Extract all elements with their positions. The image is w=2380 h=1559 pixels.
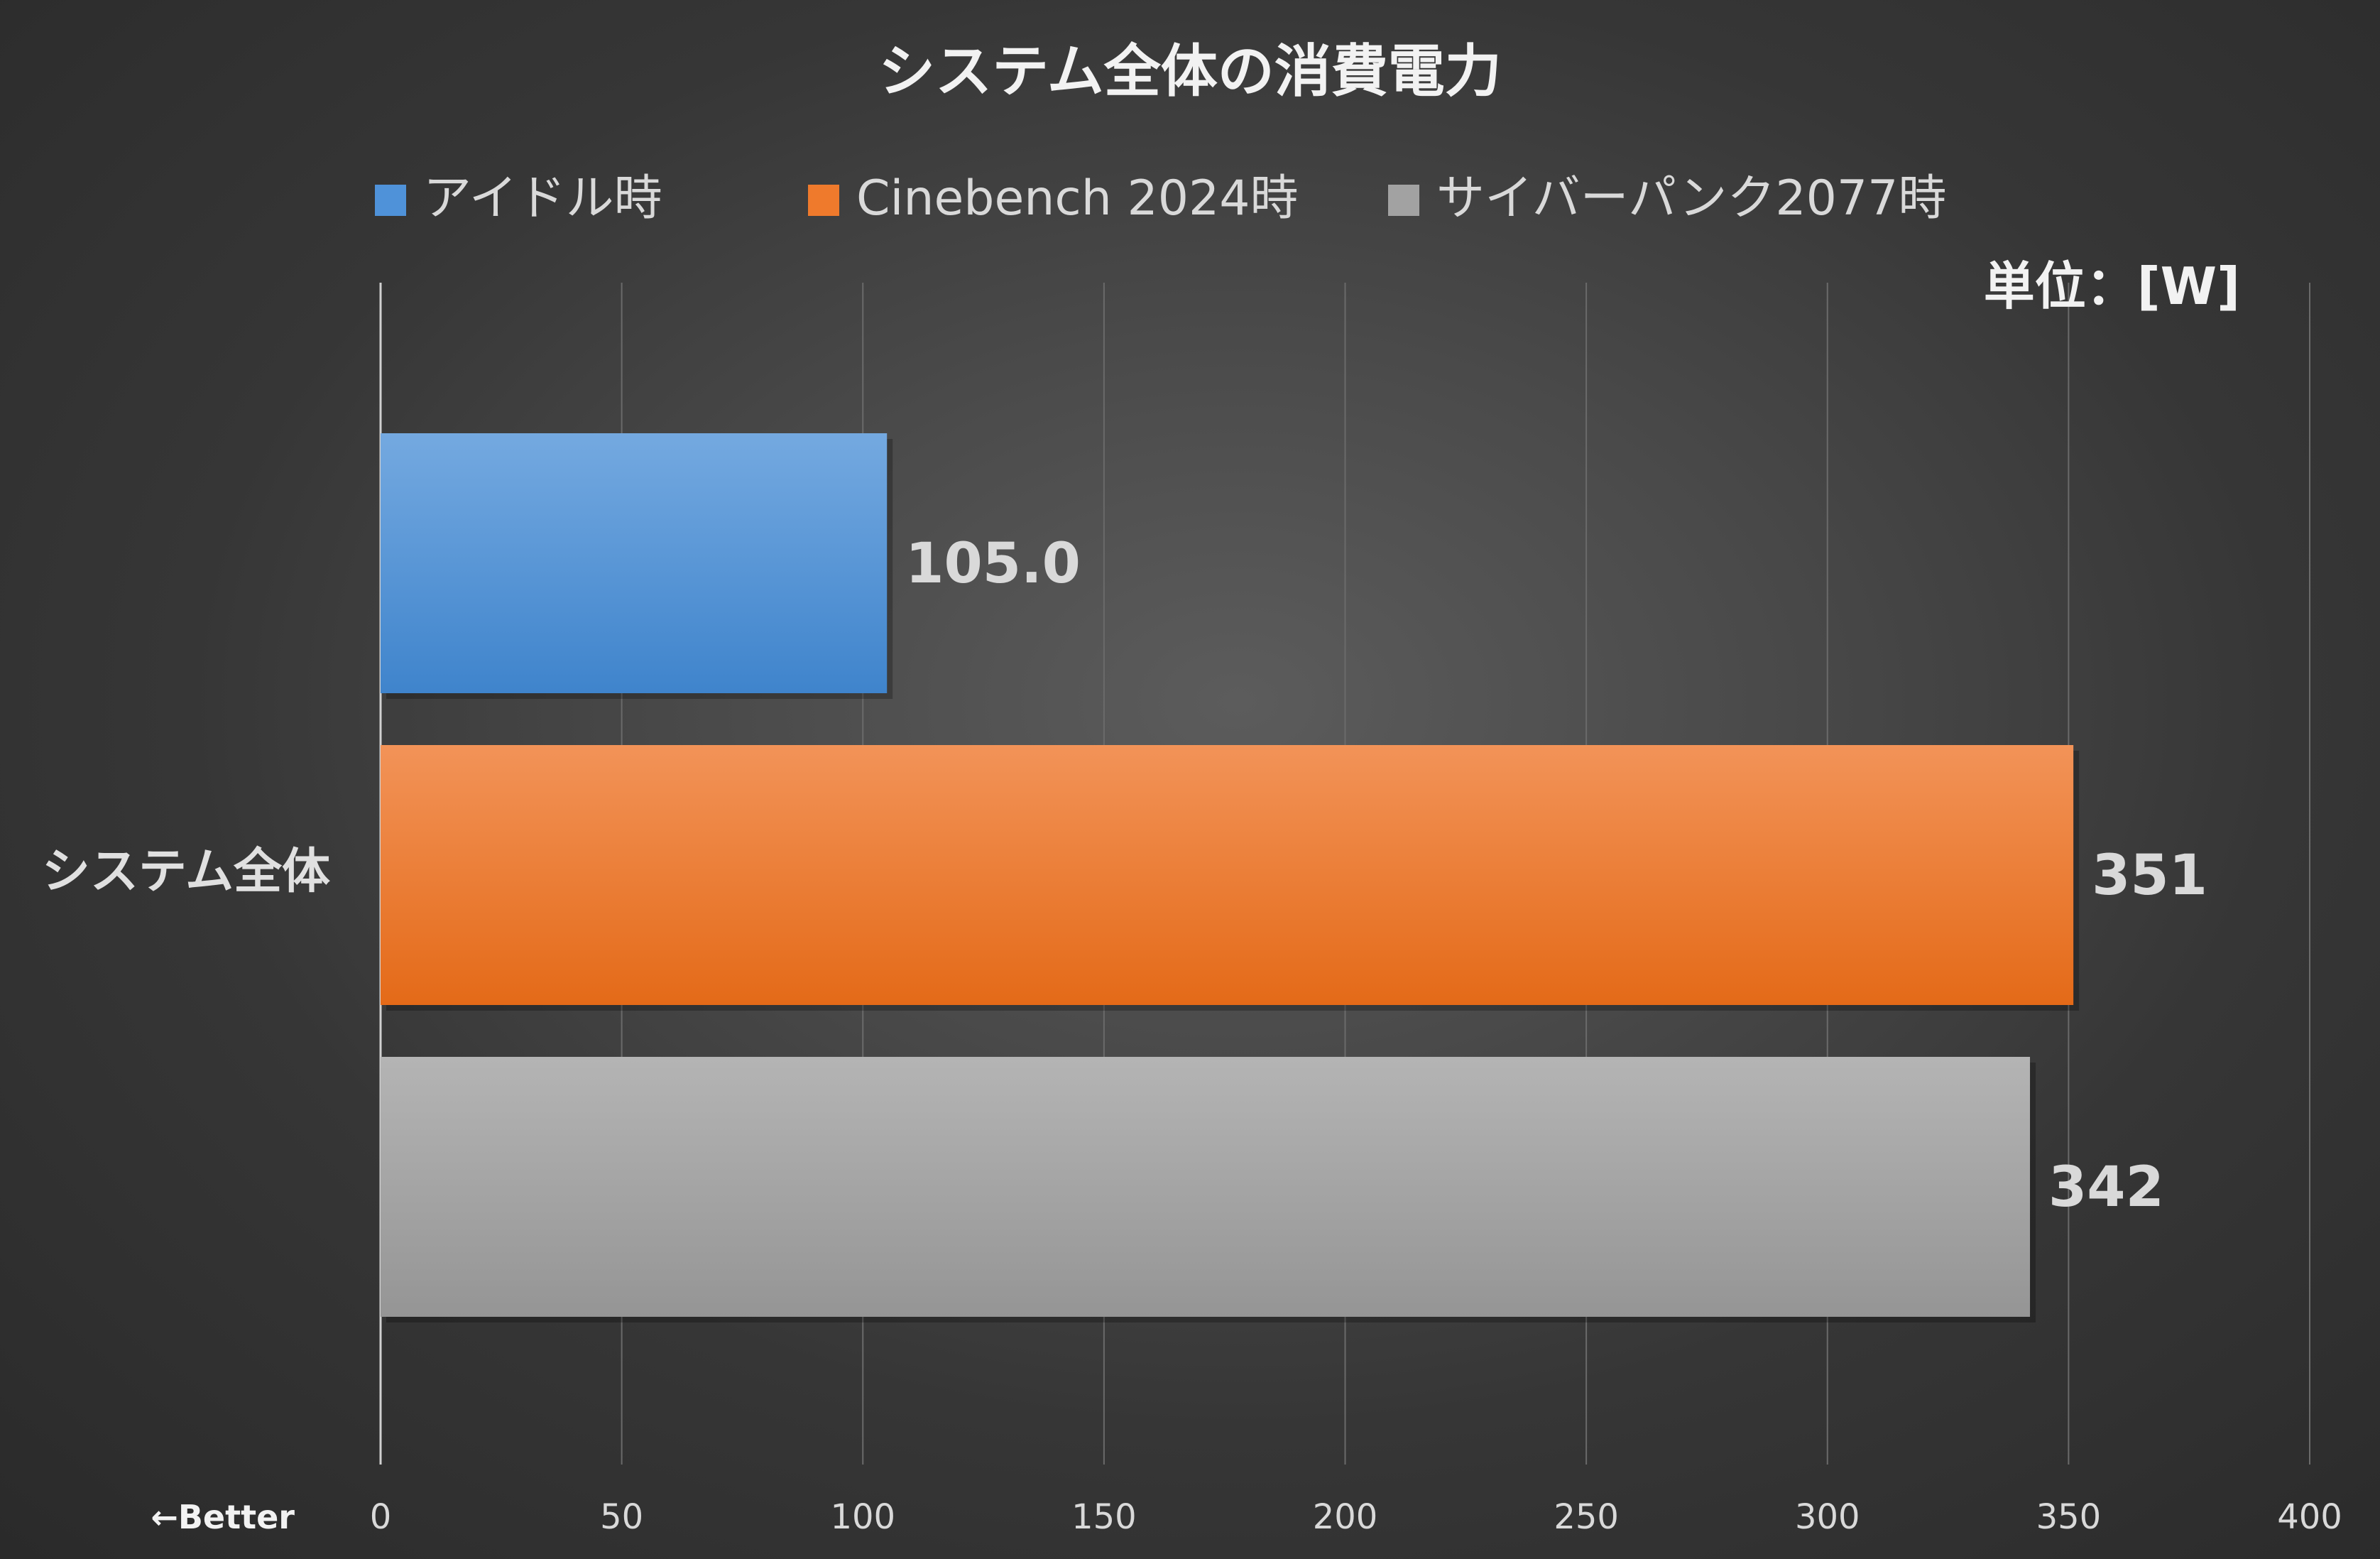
chart-title: システム全体の消費電力 bbox=[878, 38, 1502, 104]
better-annotation: ←Better bbox=[151, 1498, 295, 1536]
data-label: 351 bbox=[2092, 844, 2207, 908]
bar-3 bbox=[381, 1057, 2031, 1317]
x-tick-label: 150 bbox=[1071, 1497, 1137, 1537]
bar-1 bbox=[381, 433, 888, 693]
x-tick-label: 300 bbox=[1795, 1497, 1860, 1537]
legend-swatch bbox=[1388, 185, 1419, 216]
x-tick-label: 400 bbox=[2277, 1497, 2342, 1537]
category-label: システム全体 bbox=[42, 844, 330, 900]
data-label: 342 bbox=[2048, 1156, 2164, 1220]
x-tick-label: 200 bbox=[1313, 1497, 1378, 1537]
chart-text: システム全体の消費電力 単位：[W] システム全体 ←Better bbox=[42, 38, 2240, 1536]
legend-label: アイドル時 bbox=[423, 170, 662, 227]
x-tick-label: 100 bbox=[830, 1497, 895, 1537]
x-tick-label: 250 bbox=[1554, 1497, 1619, 1537]
legend-swatch bbox=[808, 185, 839, 216]
unit-label: 単位：[W] bbox=[1984, 256, 2240, 316]
x-tick-label: 50 bbox=[600, 1497, 643, 1537]
data-label: 105.0 bbox=[905, 532, 1081, 596]
legend-label: サイバーパンク2077時 bbox=[1436, 170, 1946, 227]
x-tick-label: 0 bbox=[370, 1497, 392, 1537]
legend: アイドル時 Cinebench 2024時 サイバーパンク2077時 bbox=[375, 170, 1946, 227]
bar-2 bbox=[381, 745, 2074, 1005]
bars: 105.0 351 342 bbox=[381, 433, 2207, 1322]
x-tick-label: 350 bbox=[2036, 1497, 2102, 1537]
legend-label: Cinebench 2024時 bbox=[856, 170, 1299, 227]
legend-swatch bbox=[375, 185, 406, 216]
